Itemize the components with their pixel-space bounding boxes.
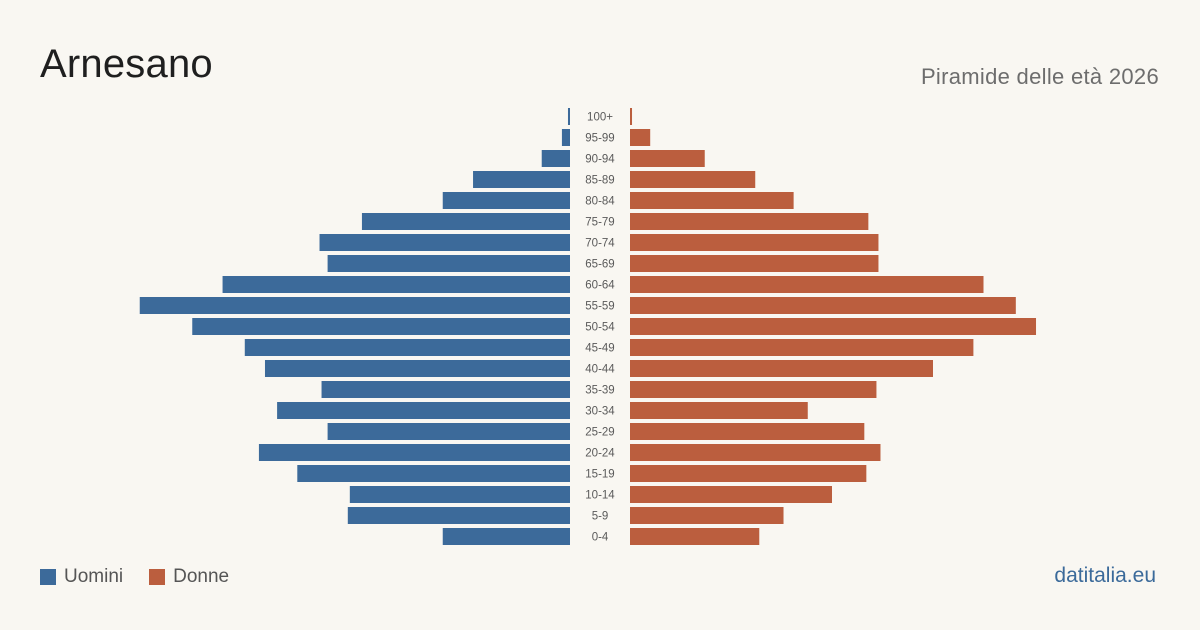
age-label-80-84: 80-84 xyxy=(585,196,615,208)
age-label-90-94: 90-94 xyxy=(585,154,615,166)
age-label-70-74: 70-74 xyxy=(585,238,615,250)
bar-women-100plus xyxy=(630,108,633,125)
bar-men-5-9 xyxy=(347,507,570,524)
bar-men-0-4 xyxy=(442,528,570,545)
bar-men-40-44 xyxy=(264,360,570,377)
age-label-25-29: 25-29 xyxy=(585,427,614,439)
bar-women-0-4 xyxy=(630,528,760,545)
bar-men-10-14 xyxy=(349,486,570,503)
bar-women-20-24 xyxy=(630,444,881,461)
bar-women-5-9 xyxy=(630,507,784,524)
age-label-50-54: 50-54 xyxy=(585,322,615,334)
brand-link[interactable]: datitalia.eu xyxy=(1054,564,1156,587)
bar-women-45-49 xyxy=(630,339,974,356)
bar-women-80-84 xyxy=(630,192,794,209)
bar-men-90-94 xyxy=(541,150,570,167)
legend-item-men: Uomini xyxy=(40,566,123,588)
bar-men-15-19 xyxy=(297,465,570,482)
bar-men-95-99 xyxy=(561,129,570,146)
age-label-20-24: 20-24 xyxy=(585,448,615,460)
age-label-55-59: 55-59 xyxy=(585,301,614,313)
bar-men-65-69 xyxy=(327,255,570,272)
age-label-5-9: 5-9 xyxy=(592,511,609,523)
bar-men-100plus xyxy=(567,108,570,125)
chart-subtitle: Piramide delle età 2026 xyxy=(920,64,1159,89)
age-label-45-49: 45-49 xyxy=(585,343,614,355)
bar-women-85-89 xyxy=(630,171,756,188)
legend-swatch-women xyxy=(149,569,166,585)
chart-title: Arnesano xyxy=(40,42,213,86)
legend: Uomini Donne xyxy=(40,566,255,588)
bar-women-35-39 xyxy=(630,381,877,398)
bar-men-35-39 xyxy=(321,381,570,398)
legend-swatch-men xyxy=(40,569,56,585)
legend-label-women: Donne xyxy=(173,566,230,587)
bar-women-95-99 xyxy=(630,129,651,146)
bar-women-75-79 xyxy=(630,213,869,230)
bar-women-40-44 xyxy=(630,360,933,377)
bar-women-25-29 xyxy=(630,423,865,440)
bar-men-55-59 xyxy=(139,297,571,314)
age-label-60-64: 60-64 xyxy=(585,280,615,292)
age-label-35-39: 35-39 xyxy=(585,385,614,397)
legend-item-women: Donne xyxy=(149,566,229,588)
bar-men-45-49 xyxy=(244,339,570,356)
bar-women-15-19 xyxy=(630,465,867,482)
age-label-100plus: 100+ xyxy=(587,112,613,124)
age-label-15-19: 15-19 xyxy=(585,469,614,481)
bar-women-55-59 xyxy=(630,297,1016,314)
age-label-30-34: 30-34 xyxy=(585,406,615,418)
bar-men-80-84 xyxy=(442,192,570,209)
age-label-75-79: 75-79 xyxy=(585,217,614,229)
bar-women-10-14 xyxy=(630,486,832,503)
bar-men-60-64 xyxy=(222,276,570,293)
bar-women-70-74 xyxy=(630,234,879,251)
age-label-0-4: 0-4 xyxy=(592,532,609,544)
bar-men-70-74 xyxy=(319,234,570,251)
age-label-85-89: 85-89 xyxy=(585,175,614,187)
age-label-40-44: 40-44 xyxy=(585,364,615,376)
bar-men-50-54 xyxy=(192,318,570,335)
bar-men-30-34 xyxy=(277,402,570,419)
bar-women-30-34 xyxy=(630,402,808,419)
bar-women-50-54 xyxy=(630,318,1037,335)
bar-men-25-29 xyxy=(327,423,570,440)
age-label-95-99: 95-99 xyxy=(585,133,614,145)
bar-women-90-94 xyxy=(630,150,705,167)
age-label-10-14: 10-14 xyxy=(585,490,615,502)
bar-women-60-64 xyxy=(630,276,984,293)
bar-men-85-89 xyxy=(473,171,570,188)
bar-women-65-69 xyxy=(630,255,879,272)
bar-men-20-24 xyxy=(258,444,570,461)
bar-men-75-79 xyxy=(361,213,570,230)
age-label-65-69: 65-69 xyxy=(585,259,614,271)
legend-label-men: Uomini xyxy=(64,566,124,587)
